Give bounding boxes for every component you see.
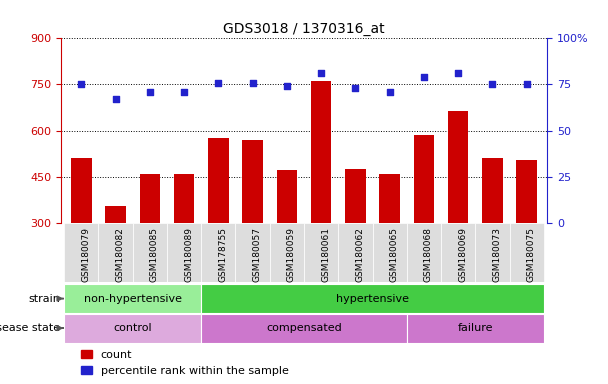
FancyBboxPatch shape [373, 223, 407, 282]
Text: GSM180065: GSM180065 [390, 227, 399, 283]
Text: failure: failure [457, 323, 493, 333]
Point [522, 81, 531, 88]
Point [179, 89, 189, 95]
Text: GSM180089: GSM180089 [184, 227, 193, 283]
Title: GDS3018 / 1370316_at: GDS3018 / 1370316_at [223, 22, 385, 36]
Text: GSM180073: GSM180073 [492, 227, 502, 283]
Bar [379, 174, 400, 223]
FancyBboxPatch shape [201, 223, 235, 282]
Bar [277, 170, 297, 223]
Bar [174, 174, 195, 223]
FancyBboxPatch shape [270, 223, 304, 282]
Point [419, 74, 429, 80]
FancyBboxPatch shape [64, 314, 201, 343]
Text: GSM180085: GSM180085 [150, 227, 159, 283]
Point [247, 79, 257, 86]
Text: GSM180061: GSM180061 [321, 227, 330, 283]
Bar [105, 206, 126, 223]
Text: GSM180075: GSM180075 [527, 227, 536, 283]
Text: GSM180059: GSM180059 [287, 227, 296, 283]
FancyBboxPatch shape [510, 223, 544, 282]
Point [385, 89, 395, 95]
FancyBboxPatch shape [201, 314, 407, 343]
Text: control: control [114, 323, 152, 333]
Bar [345, 169, 365, 223]
FancyBboxPatch shape [133, 223, 167, 282]
Text: GSM178755: GSM178755 [218, 227, 227, 283]
Point [454, 70, 463, 76]
Bar [243, 140, 263, 223]
Point [351, 85, 361, 91]
Point [316, 70, 326, 76]
FancyBboxPatch shape [201, 284, 544, 313]
Legend: count, percentile rank within the sample: count, percentile rank within the sample [76, 346, 293, 380]
FancyBboxPatch shape [407, 223, 441, 282]
Bar [413, 135, 434, 223]
Text: GSM180057: GSM180057 [252, 227, 261, 283]
Text: GSM180079: GSM180079 [81, 227, 91, 283]
Text: GSM180082: GSM180082 [116, 227, 125, 282]
FancyBboxPatch shape [167, 223, 201, 282]
Bar [448, 111, 468, 223]
Text: GSM180068: GSM180068 [424, 227, 433, 283]
Text: GSM180069: GSM180069 [458, 227, 467, 283]
FancyBboxPatch shape [407, 314, 544, 343]
Text: compensated: compensated [266, 323, 342, 333]
FancyBboxPatch shape [475, 223, 510, 282]
FancyBboxPatch shape [64, 284, 201, 313]
Text: strain: strain [28, 293, 60, 304]
FancyBboxPatch shape [304, 223, 338, 282]
FancyBboxPatch shape [98, 223, 133, 282]
Text: hypertensive: hypertensive [336, 293, 409, 304]
Text: GSM180062: GSM180062 [356, 227, 364, 282]
Bar [208, 138, 229, 223]
FancyBboxPatch shape [64, 223, 98, 282]
Bar [71, 158, 92, 223]
Point [282, 83, 292, 89]
FancyBboxPatch shape [441, 223, 475, 282]
FancyBboxPatch shape [338, 223, 373, 282]
FancyBboxPatch shape [235, 223, 270, 282]
Bar [516, 160, 537, 223]
Bar [482, 158, 503, 223]
Text: disease state: disease state [0, 323, 60, 333]
Bar [311, 81, 331, 223]
Text: non-hypertensive: non-hypertensive [84, 293, 182, 304]
Point [111, 96, 120, 102]
Point [213, 79, 223, 86]
Point [77, 81, 86, 88]
Point [488, 81, 497, 88]
Bar [140, 174, 160, 223]
Point [145, 89, 154, 95]
